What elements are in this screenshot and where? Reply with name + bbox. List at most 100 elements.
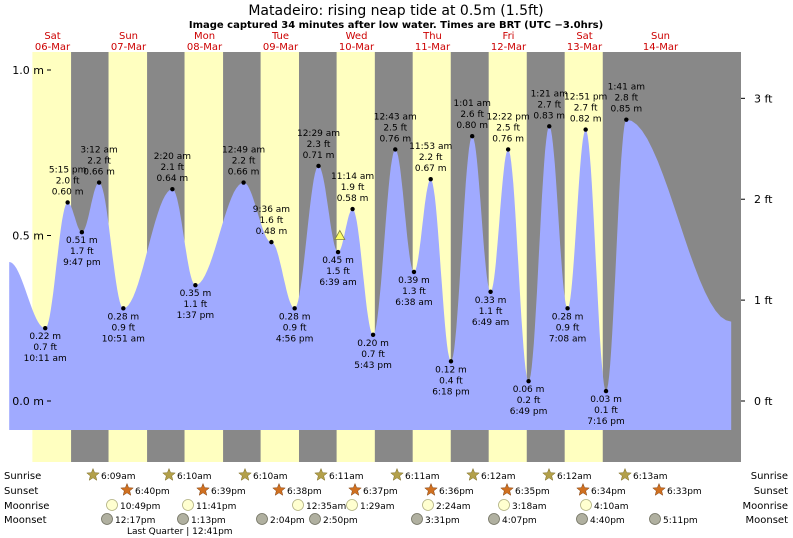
tide-extreme-point bbox=[170, 186, 175, 192]
tide-extreme-label: 7:08 am bbox=[549, 334, 586, 344]
tide-extreme-point bbox=[603, 388, 609, 394]
sunset-icon bbox=[196, 482, 210, 496]
moonset-time: 1:13pm bbox=[191, 516, 226, 526]
tide-extreme-label: 2.1 ft bbox=[161, 163, 185, 173]
tide-extreme-label: 2.2 ft bbox=[419, 153, 443, 163]
sunset-icon bbox=[120, 482, 134, 496]
tide-extreme-label: 2.5 ft bbox=[496, 123, 520, 133]
moonrise-icon bbox=[182, 499, 194, 511]
sunset-icon bbox=[500, 482, 514, 496]
tide-extreme-label: 12:51 pm bbox=[564, 93, 607, 103]
day-date-label: 14-Mar bbox=[643, 42, 679, 53]
sunrise-icon bbox=[162, 467, 176, 481]
tide-extreme-label: 6:38 am bbox=[395, 298, 432, 308]
moon-phase-label: Last Quarter | 12:41pm bbox=[127, 527, 233, 537]
tide-extreme-point bbox=[316, 163, 321, 169]
tide-extreme-point bbox=[241, 180, 246, 185]
sunrise-time: 6:09am bbox=[101, 472, 136, 482]
tide-extreme-label: 0.2 ft bbox=[517, 396, 541, 406]
tide-extreme-label: 1:37 pm bbox=[177, 311, 215, 321]
sun-moon-rows: Sunrise Sunrise Sunset Sunset Moonrise Moonri… bbox=[4, 467, 788, 537]
tide-extreme-point bbox=[350, 206, 355, 212]
row-label-left: Moonrise bbox=[4, 501, 49, 512]
tide-extreme-label: 0.28 m bbox=[552, 312, 584, 322]
sunset-time: 6:38pm bbox=[287, 487, 322, 497]
row-label-right: Sunrise bbox=[751, 471, 788, 482]
tide-extreme-label: 0.9 ft bbox=[111, 323, 135, 333]
sunrise-time: 6:11am bbox=[405, 472, 440, 482]
sunrise-time: 6:12am bbox=[481, 472, 516, 482]
tide-extreme-label: 2.7 ft bbox=[574, 104, 598, 114]
tide-extreme-label: 1.1 ft bbox=[479, 307, 503, 317]
tide-extreme-label: 0.9 ft bbox=[283, 323, 307, 333]
moonset-icon bbox=[309, 513, 321, 525]
current-tide-marker bbox=[334, 229, 346, 240]
tide-extreme-label: 10:11 am bbox=[24, 354, 67, 364]
tide-extreme-label: 1.3 ft bbox=[402, 287, 426, 297]
tide-extreme-point bbox=[624, 117, 629, 122]
moonset-time: 12:17pm bbox=[115, 516, 155, 526]
tide-extreme-point bbox=[547, 124, 552, 129]
day-date-label: 08-Mar bbox=[187, 42, 223, 53]
sunset-time: 6:40pm bbox=[135, 487, 170, 497]
tide-extreme-label: 12:49 am bbox=[222, 146, 265, 156]
tide-extreme-label: 0.28 m bbox=[108, 312, 140, 322]
sunset-time: 6:36pm bbox=[439, 487, 474, 497]
tide-extreme-point bbox=[335, 249, 341, 255]
row-label-left: Moonset bbox=[4, 515, 47, 526]
tide-extreme-label: 0.4 ft bbox=[439, 376, 463, 386]
day-date-label: 07-Mar bbox=[111, 42, 147, 53]
day-name-label: Sun bbox=[651, 31, 670, 42]
tide-extreme-label: 0.1 ft bbox=[594, 406, 618, 416]
moonrise-time: 10:49pm bbox=[120, 502, 160, 512]
tide-extreme-label: 0.58 m bbox=[337, 194, 369, 204]
tide-extreme-label: 2.2 ft bbox=[87, 157, 111, 167]
moonset-time: 4:40pm bbox=[590, 516, 625, 526]
row-label-left: Sunset bbox=[4, 486, 38, 497]
day-date-label: 06-Mar bbox=[35, 42, 71, 53]
tide-extreme-label: 1.1 ft bbox=[184, 300, 208, 310]
y-tick-label-left: 0.5 m bbox=[12, 230, 44, 243]
moonrise-icon bbox=[292, 499, 304, 511]
day-name-label: Sat bbox=[576, 31, 592, 42]
tide-extreme-point bbox=[393, 147, 398, 152]
sunset-icon bbox=[652, 482, 666, 496]
tide-extreme-label: 0.71 m bbox=[303, 151, 335, 161]
tide-extreme-label: 9:47 pm bbox=[63, 258, 101, 268]
sunset-time: 6:37pm bbox=[363, 487, 398, 497]
sunset-time: 6:33pm bbox=[667, 487, 702, 497]
tide-extreme-label: 12:43 am bbox=[374, 112, 417, 122]
tide-extreme-label: 11:53 am bbox=[409, 142, 452, 152]
moonrise-time: 11:41pm bbox=[196, 502, 236, 512]
tide-extreme-label: 0.66 m bbox=[228, 168, 260, 178]
tide-extreme-label: 2.3 ft bbox=[307, 140, 331, 150]
tide-extreme-label: 6:49 am bbox=[472, 318, 509, 328]
tide-extreme-label: 2.5 ft bbox=[383, 123, 407, 133]
tide-extreme-point bbox=[448, 359, 454, 364]
axes: 1.0 m 0.5 m 0.0 m 3 ft 2 ft 1 ft 0 ft bbox=[12, 64, 773, 408]
tide-extreme-label: 5:43 pm bbox=[354, 361, 392, 371]
tide-extreme-label: 2.2 ft bbox=[232, 157, 256, 167]
tide-extreme-label: 2.6 ft bbox=[460, 110, 484, 120]
tide-extreme-label: 0.20 m bbox=[357, 339, 389, 349]
tide-area bbox=[9, 119, 732, 430]
tide-extreme-label: 10:51 am bbox=[102, 334, 145, 344]
day-name-label: Sat bbox=[44, 31, 60, 42]
row-label-right: Moonrise bbox=[743, 501, 788, 512]
tide-extreme-label: 9:36 am bbox=[253, 205, 290, 215]
row-label-right: Sunset bbox=[754, 486, 788, 497]
tide-extreme-point bbox=[292, 306, 297, 311]
tide-extreme-label: 0.83 m bbox=[533, 111, 565, 121]
sunset-time: 6:35pm bbox=[515, 487, 550, 497]
moonset-time: 4:07pm bbox=[502, 516, 537, 526]
day-date-label: 13-Mar bbox=[567, 42, 603, 53]
sunrise-icon bbox=[618, 467, 632, 481]
tide-extreme-point bbox=[96, 180, 102, 185]
tide-extreme-label: 0.9 ft bbox=[556, 323, 580, 333]
day-name-label: Sun bbox=[119, 31, 138, 42]
tide-extreme-label: 0.39 m bbox=[398, 276, 430, 286]
tide-extreme-label: 1:01 am bbox=[454, 99, 491, 109]
sunrise-time: 6:11am bbox=[329, 472, 364, 482]
tide-extreme-label: 2.7 ft bbox=[537, 100, 561, 110]
